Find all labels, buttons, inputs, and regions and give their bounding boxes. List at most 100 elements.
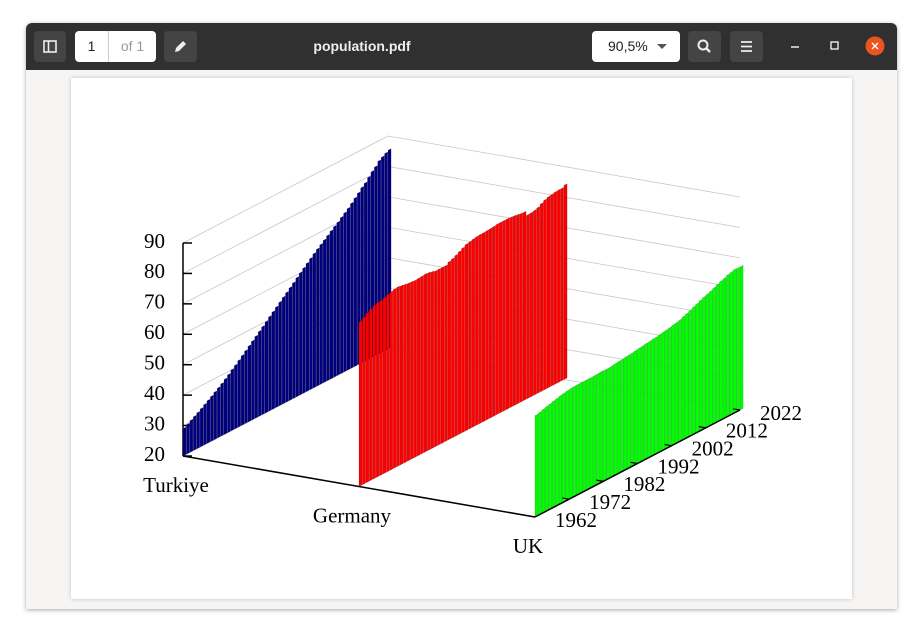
bar — [515, 213, 520, 405]
bar — [709, 289, 713, 427]
bar — [403, 283, 407, 464]
maximize[interactable] — [830, 41, 839, 50]
bar — [661, 331, 665, 452]
x-tick-label: Germany — [313, 503, 392, 527]
bar — [650, 338, 655, 457]
bar — [572, 385, 576, 498]
bar — [492, 225, 496, 418]
bar — [230, 368, 235, 432]
bar — [389, 290, 394, 471]
bar — [640, 345, 645, 463]
bar — [254, 334, 259, 419]
bar — [620, 358, 624, 473]
bar — [275, 305, 279, 409]
annotate-button[interactable] — [164, 31, 197, 62]
bar — [451, 257, 455, 439]
z-tick-label: 60 — [144, 320, 165, 344]
bar — [613, 362, 617, 477]
bar — [498, 221, 503, 414]
bar — [358, 320, 363, 487]
bar — [399, 284, 404, 466]
bar — [237, 358, 241, 428]
bar — [288, 286, 293, 402]
bar — [396, 285, 400, 468]
bar — [292, 281, 296, 400]
y-tick-label: 2002 — [692, 436, 734, 460]
bar — [502, 219, 506, 412]
y-tick — [732, 408, 741, 411]
bar — [599, 370, 604, 484]
y-tick — [596, 479, 604, 482]
bar — [488, 227, 493, 420]
bar — [616, 360, 621, 475]
bar — [193, 414, 197, 451]
y-tick-label: 1972 — [589, 490, 631, 514]
bar — [210, 394, 214, 443]
zoom-box[interactable]: 90,5% — [592, 31, 680, 62]
bar — [637, 347, 641, 464]
menu-button[interactable] — [730, 31, 763, 62]
bar — [206, 398, 211, 444]
bar — [375, 301, 380, 478]
bar — [562, 392, 566, 504]
bar — [261, 325, 265, 416]
bar — [454, 253, 458, 437]
bar — [346, 206, 351, 371]
grid-line — [182, 135, 741, 244]
bar — [681, 315, 686, 441]
bar — [251, 339, 255, 421]
bar — [688, 309, 693, 438]
search-icon — [697, 39, 711, 53]
bar — [582, 379, 587, 493]
bar — [343, 211, 347, 373]
bar — [223, 377, 228, 435]
bar — [698, 299, 703, 432]
bar — [702, 295, 706, 430]
bar — [264, 320, 269, 414]
bar — [203, 402, 207, 446]
y-tick — [630, 461, 638, 465]
z-tick-label: 90 — [144, 229, 165, 253]
search-button[interactable] — [688, 31, 721, 62]
bar — [305, 261, 310, 393]
bar — [322, 238, 327, 384]
bar — [326, 234, 330, 382]
x-tick-label: Turkiye — [143, 473, 209, 497]
bar — [416, 277, 421, 457]
bar — [519, 212, 523, 404]
bar — [240, 354, 245, 427]
bar — [447, 260, 452, 441]
bar — [430, 270, 435, 450]
bar — [298, 271, 303, 396]
bar — [545, 405, 549, 512]
zoom-level: 90,5% — [608, 38, 648, 54]
bar — [234, 363, 238, 430]
page-input[interactable]: 1 — [75, 31, 108, 62]
bar — [478, 233, 482, 425]
bar — [546, 195, 551, 389]
document-title: population.pdf — [313, 38, 411, 54]
bar — [726, 273, 730, 418]
bar — [627, 354, 631, 470]
bar — [437, 267, 441, 446]
bar — [213, 390, 218, 441]
bar — [474, 235, 479, 427]
bar — [278, 300, 282, 407]
bar — [319, 243, 323, 386]
bar — [440, 266, 445, 445]
bar — [386, 293, 390, 473]
bar — [522, 210, 527, 402]
bar — [736, 266, 740, 413]
bar — [336, 220, 341, 377]
sidebar-button[interactable] — [34, 31, 66, 62]
bar — [302, 266, 306, 394]
y-tick-label: 1962 — [555, 508, 597, 532]
bar — [420, 275, 424, 455]
bar — [316, 247, 320, 387]
bar — [654, 336, 658, 455]
z-tick-label: 30 — [144, 411, 165, 435]
y-tick — [527, 515, 536, 518]
bar — [526, 213, 530, 400]
